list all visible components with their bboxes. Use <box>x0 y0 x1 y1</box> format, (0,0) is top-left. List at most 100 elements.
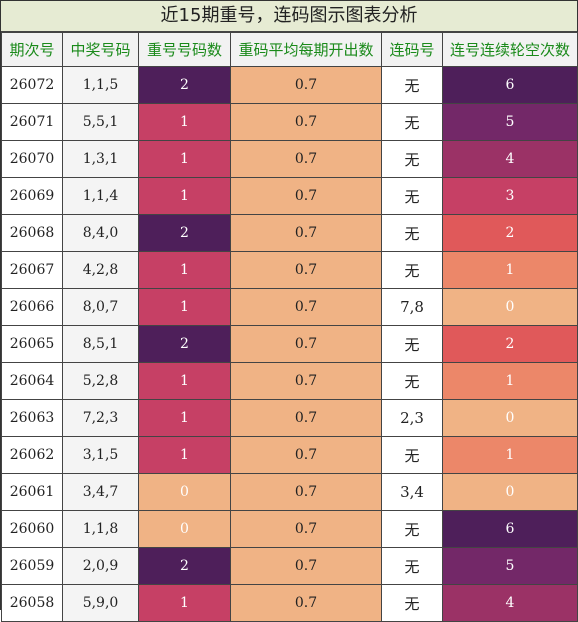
analysis-table: 期次号 中奖号码 重号号码数 重码平均每期开出数 连码号 连号连续轮空次数 26… <box>1 32 578 622</box>
cell-consecutive: 7,8 <box>381 288 443 326</box>
cell-repeat-count: 0 <box>138 473 231 511</box>
cell-numbers: 8,4,0 <box>62 214 139 252</box>
cell-consecutive: 2,3 <box>381 399 443 437</box>
cell-gap-count: 0 <box>442 473 578 511</box>
cell-repeat-count: 1 <box>138 584 231 622</box>
header-consecutive: 连码号 <box>381 32 443 67</box>
cell-average: 0.7 <box>230 288 382 326</box>
cell-average: 0.7 <box>230 547 382 585</box>
cell-average: 0.7 <box>230 362 382 400</box>
cell-issue: 26068 <box>1 214 63 252</box>
cell-issue: 26063 <box>1 399 63 437</box>
cell-issue: 26072 <box>1 66 63 104</box>
cell-gap-count: 1 <box>442 362 578 400</box>
cell-numbers: 4,2,8 <box>62 251 139 289</box>
cell-average: 0.7 <box>230 177 382 215</box>
table-body: 26072 1,1,5 2 0.7 无 6 26071 5,5,1 1 0.7 无 5 26070 1,3… <box>1 66 578 622</box>
table-row: 26069 1,1,4 1 0.7 无 3 <box>1 177 578 215</box>
cell-consecutive: 无 <box>381 66 443 104</box>
cell-issue: 26064 <box>1 362 63 400</box>
cell-average: 0.7 <box>230 473 382 511</box>
cell-gap-count: 3 <box>442 177 578 215</box>
cell-repeat-count: 1 <box>138 103 231 141</box>
cell-issue: 26059 <box>1 547 63 585</box>
cell-consecutive: 无 <box>381 584 443 622</box>
cell-numbers: 8,5,1 <box>62 325 139 363</box>
page-title: 近15期重号，连码图示图表分析 <box>1 1 577 32</box>
cell-gap-count: 5 <box>442 103 578 141</box>
cell-average: 0.7 <box>230 584 382 622</box>
cell-gap-count: 1 <box>442 251 578 289</box>
cell-gap-count: 0 <box>442 288 578 326</box>
table-row: 26066 8,0,7 1 0.7 7,8 0 <box>1 288 578 326</box>
cell-consecutive: 无 <box>381 177 443 215</box>
cell-repeat-count: 2 <box>138 66 231 104</box>
cell-gap-count: 4 <box>442 140 578 178</box>
cell-average: 0.7 <box>230 103 382 141</box>
cell-consecutive: 无 <box>381 251 443 289</box>
cell-consecutive: 3,4 <box>381 473 443 511</box>
table-row: 26072 1,1,5 2 0.7 无 6 <box>1 66 578 104</box>
cell-repeat-count: 1 <box>138 399 231 437</box>
table-row: 26065 8,5,1 2 0.7 无 2 <box>1 325 578 363</box>
cell-numbers: 5,5,1 <box>62 103 139 141</box>
cell-issue: 26069 <box>1 177 63 215</box>
cell-average: 0.7 <box>230 214 382 252</box>
cell-repeat-count: 1 <box>138 140 231 178</box>
cell-consecutive: 无 <box>381 510 443 548</box>
header-average: 重码平均每期开出数 <box>230 32 382 67</box>
cell-gap-count: 2 <box>442 325 578 363</box>
cell-gap-count: 2 <box>442 214 578 252</box>
cell-average: 0.7 <box>230 251 382 289</box>
table-row: 26071 5,5,1 1 0.7 无 5 <box>1 103 578 141</box>
cell-numbers: 1,1,8 <box>62 510 139 548</box>
cell-issue: 26067 <box>1 251 63 289</box>
cell-average: 0.7 <box>230 436 382 474</box>
cell-issue: 26058 <box>1 584 63 622</box>
cell-issue: 26066 <box>1 288 63 326</box>
cell-consecutive: 无 <box>381 214 443 252</box>
cell-average: 0.7 <box>230 510 382 548</box>
header-numbers: 中奖号码 <box>62 32 139 67</box>
cell-numbers: 1,1,5 <box>62 66 139 104</box>
cell-repeat-count: 1 <box>138 436 231 474</box>
cell-issue: 26065 <box>1 325 63 363</box>
cell-gap-count: 1 <box>442 436 578 474</box>
table-row: 26062 3,1,5 1 0.7 无 1 <box>1 436 578 474</box>
cell-average: 0.7 <box>230 399 382 437</box>
cell-numbers: 1,3,1 <box>62 140 139 178</box>
table-row: 26058 5,9,0 1 0.7 无 4 <box>1 584 578 622</box>
table-row: 26064 5,2,8 1 0.7 无 1 <box>1 362 578 400</box>
cell-numbers: 8,0,7 <box>62 288 139 326</box>
cell-numbers: 7,2,3 <box>62 399 139 437</box>
cell-consecutive: 无 <box>381 547 443 585</box>
cell-numbers: 5,9,0 <box>62 584 139 622</box>
cell-average: 0.7 <box>230 140 382 178</box>
cell-issue: 26060 <box>1 510 63 548</box>
table-row: 26070 1,3,1 1 0.7 无 4 <box>1 140 578 178</box>
header-repeat-count: 重号号码数 <box>138 32 231 67</box>
cell-repeat-count: 2 <box>138 547 231 585</box>
cell-repeat-count: 2 <box>138 325 231 363</box>
cell-gap-count: 6 <box>442 66 578 104</box>
cell-gap-count: 6 <box>442 510 578 548</box>
table-row: 26061 3,4,7 0 0.7 3,4 0 <box>1 473 578 511</box>
cell-repeat-count: 1 <box>138 288 231 326</box>
cell-numbers: 3,1,5 <box>62 436 139 474</box>
cell-consecutive: 无 <box>381 140 443 178</box>
table-row: 26067 4,2,8 1 0.7 无 1 <box>1 251 578 289</box>
cell-repeat-count: 2 <box>138 214 231 252</box>
header-row: 期次号 中奖号码 重号号码数 重码平均每期开出数 连码号 连号连续轮空次数 <box>1 32 578 67</box>
table-row: 26068 8,4,0 2 0.7 无 2 <box>1 214 578 252</box>
cell-consecutive: 无 <box>381 436 443 474</box>
cell-average: 0.7 <box>230 66 382 104</box>
cell-repeat-count: 0 <box>138 510 231 548</box>
cell-average: 0.7 <box>230 325 382 363</box>
cell-consecutive: 无 <box>381 362 443 400</box>
table-row: 26063 7,2,3 1 0.7 2,3 0 <box>1 399 578 437</box>
cell-repeat-count: 1 <box>138 177 231 215</box>
cell-issue: 26070 <box>1 140 63 178</box>
cell-numbers: 1,1,4 <box>62 177 139 215</box>
header-issue: 期次号 <box>1 32 63 67</box>
